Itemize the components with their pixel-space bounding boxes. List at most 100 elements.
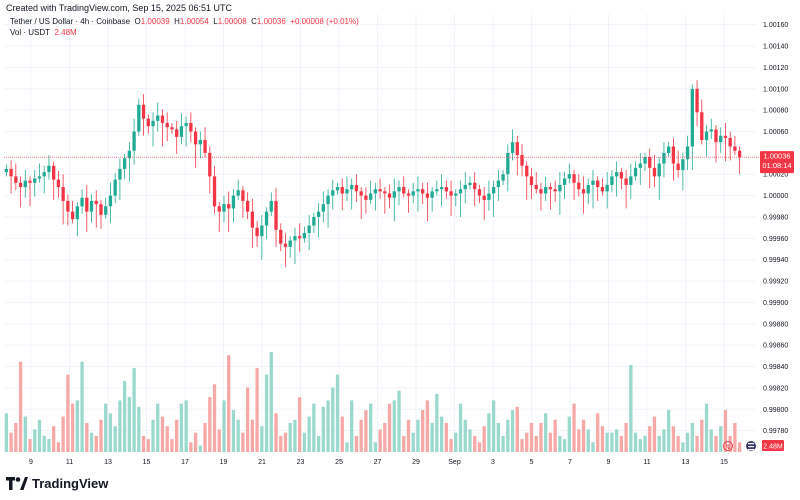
candle[interactable] bbox=[241, 185, 245, 219]
candle[interactable] bbox=[501, 169, 505, 185]
candle[interactable] bbox=[193, 127, 198, 168]
candle[interactable] bbox=[723, 122, 728, 162]
candle[interactable] bbox=[264, 207, 269, 240]
candle[interactable] bbox=[383, 187, 387, 214]
candle[interactable] bbox=[33, 169, 37, 197]
candle[interactable] bbox=[189, 112, 193, 143]
candle[interactable] bbox=[245, 192, 250, 220]
candle[interactable] bbox=[104, 197, 108, 220]
candle[interactable] bbox=[250, 198, 255, 248]
candle[interactable] bbox=[378, 178, 382, 199]
candle[interactable] bbox=[118, 158, 122, 200]
candle[interactable] bbox=[558, 172, 562, 215]
candle[interactable] bbox=[704, 125, 709, 158]
candle[interactable] bbox=[430, 187, 434, 212]
candle[interactable] bbox=[581, 176, 586, 214]
events-icon[interactable]: ↯ bbox=[723, 441, 733, 452]
candle[interactable] bbox=[529, 167, 534, 199]
candle[interactable] bbox=[52, 161, 56, 200]
candle[interactable] bbox=[212, 165, 217, 214]
candle[interactable] bbox=[42, 165, 46, 194]
volume-label[interactable]: Vol · USDT bbox=[10, 28, 51, 37]
candle[interactable] bbox=[690, 84, 694, 170]
candle[interactable] bbox=[610, 169, 614, 193]
candle[interactable] bbox=[496, 169, 501, 201]
candle[interactable] bbox=[274, 188, 278, 247]
candle[interactable] bbox=[695, 80, 699, 127]
candle[interactable] bbox=[482, 187, 486, 221]
candle[interactable] bbox=[648, 148, 652, 189]
candle[interactable] bbox=[416, 176, 420, 212]
candle[interactable] bbox=[539, 182, 543, 211]
candle[interactable] bbox=[28, 176, 32, 207]
candle[interactable] bbox=[108, 182, 113, 224]
candle[interactable] bbox=[279, 223, 283, 252]
candle[interactable] bbox=[75, 202, 79, 237]
candle[interactable] bbox=[113, 173, 117, 204]
candle[interactable] bbox=[638, 152, 642, 185]
candle[interactable] bbox=[208, 146, 212, 194]
candle[interactable] bbox=[335, 182, 340, 195]
candle[interactable] bbox=[624, 169, 628, 209]
candle[interactable] bbox=[316, 203, 321, 238]
candle[interactable] bbox=[94, 190, 98, 228]
candle[interactable] bbox=[454, 189, 458, 207]
candle[interactable] bbox=[681, 152, 685, 191]
candle[interactable] bbox=[596, 176, 600, 201]
candle[interactable] bbox=[652, 155, 657, 188]
candle[interactable] bbox=[373, 182, 378, 211]
candle[interactable] bbox=[70, 200, 75, 224]
candle[interactable] bbox=[203, 127, 207, 158]
candle[interactable] bbox=[435, 180, 439, 196]
candle[interactable] bbox=[444, 180, 448, 199]
candle[interactable] bbox=[468, 176, 472, 190]
candle[interactable] bbox=[548, 182, 553, 210]
candle[interactable] bbox=[217, 202, 221, 232]
candle[interactable] bbox=[577, 174, 581, 197]
candle[interactable] bbox=[165, 112, 169, 142]
candle[interactable] bbox=[506, 144, 510, 192]
candle[interactable] bbox=[614, 161, 619, 197]
candle[interactable] bbox=[66, 194, 70, 226]
candle[interactable] bbox=[354, 174, 359, 203]
candle[interactable] bbox=[23, 169, 27, 198]
candle[interactable] bbox=[421, 182, 425, 205]
candle[interactable] bbox=[662, 142, 666, 178]
symbol-title[interactable]: Tether / US Dollar · 4h · Coinbase bbox=[10, 17, 131, 26]
candle[interactable] bbox=[643, 152, 647, 172]
candle[interactable] bbox=[345, 176, 349, 201]
candle[interactable] bbox=[85, 184, 89, 232]
candle[interactable] bbox=[170, 122, 174, 134]
candle[interactable] bbox=[127, 142, 132, 182]
candle[interactable] bbox=[567, 163, 571, 183]
candle[interactable] bbox=[326, 189, 330, 228]
candle[interactable] bbox=[402, 176, 406, 198]
tradingview-footer[interactable]: TradingView bbox=[6, 476, 108, 491]
candle[interactable] bbox=[473, 172, 477, 207]
candle[interactable] bbox=[619, 167, 624, 190]
candle[interactable] bbox=[260, 214, 264, 260]
candle[interactable] bbox=[283, 233, 288, 268]
candle[interactable] bbox=[562, 172, 567, 199]
candle[interactable] bbox=[151, 112, 155, 147]
candle[interactable] bbox=[312, 212, 316, 233]
candle[interactable] bbox=[520, 144, 524, 177]
candle[interactable] bbox=[141, 94, 146, 136]
candle[interactable] bbox=[657, 157, 661, 200]
candle[interactable] bbox=[198, 131, 202, 159]
candle[interactable] bbox=[515, 135, 519, 176]
candle[interactable] bbox=[227, 191, 231, 232]
candle[interactable] bbox=[406, 189, 411, 213]
flag-us-icon[interactable] bbox=[746, 441, 756, 451]
candle[interactable] bbox=[37, 163, 42, 183]
candle[interactable] bbox=[255, 221, 259, 247]
candle[interactable] bbox=[288, 236, 292, 258]
candle[interactable] bbox=[714, 125, 718, 163]
candle[interactable] bbox=[728, 131, 732, 161]
candle[interactable] bbox=[458, 180, 463, 217]
candle[interactable] bbox=[99, 199, 103, 229]
candle[interactable] bbox=[56, 171, 61, 198]
candle[interactable] bbox=[629, 163, 633, 199]
candle[interactable] bbox=[733, 135, 737, 156]
